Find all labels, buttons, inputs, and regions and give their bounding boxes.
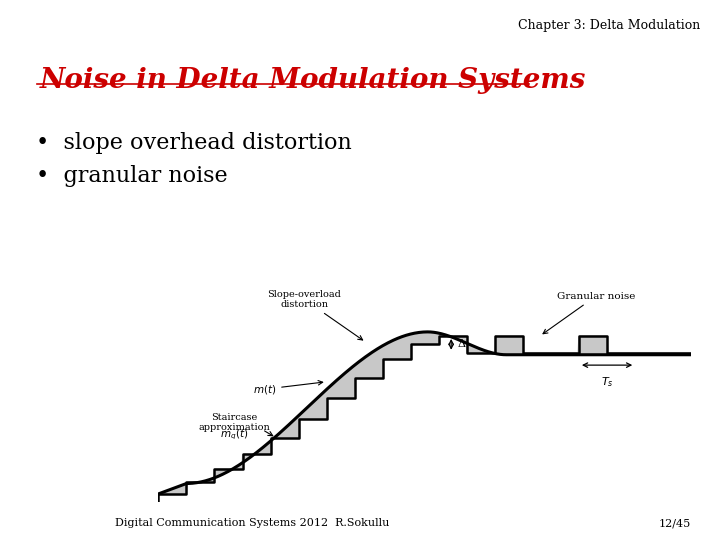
Text: Δ: Δ: [458, 339, 466, 349]
Text: •  granular noise: • granular noise: [36, 165, 228, 187]
Text: •  slope overhead distortion: • slope overhead distortion: [36, 132, 352, 154]
Text: $T_s$: $T_s$: [600, 375, 613, 389]
Text: Chapter 3: Delta Modulation: Chapter 3: Delta Modulation: [518, 19, 701, 32]
Text: 12/45: 12/45: [659, 518, 691, 528]
Text: Digital Communication Systems 2012  R.Sokullu: Digital Communication Systems 2012 R.Sok…: [114, 518, 390, 528]
Text: Noise in Delta Modulation Systems: Noise in Delta Modulation Systems: [40, 68, 586, 94]
Text: Granular noise: Granular noise: [543, 292, 635, 334]
Text: $m_q(t)$: $m_q(t)$: [220, 428, 248, 442]
Text: Staircase
approximation: Staircase approximation: [198, 413, 270, 433]
Text: $m(t)$: $m(t)$: [253, 381, 323, 396]
Polygon shape: [158, 332, 691, 494]
Text: Slope-overload
distortion: Slope-overload distortion: [267, 289, 363, 340]
